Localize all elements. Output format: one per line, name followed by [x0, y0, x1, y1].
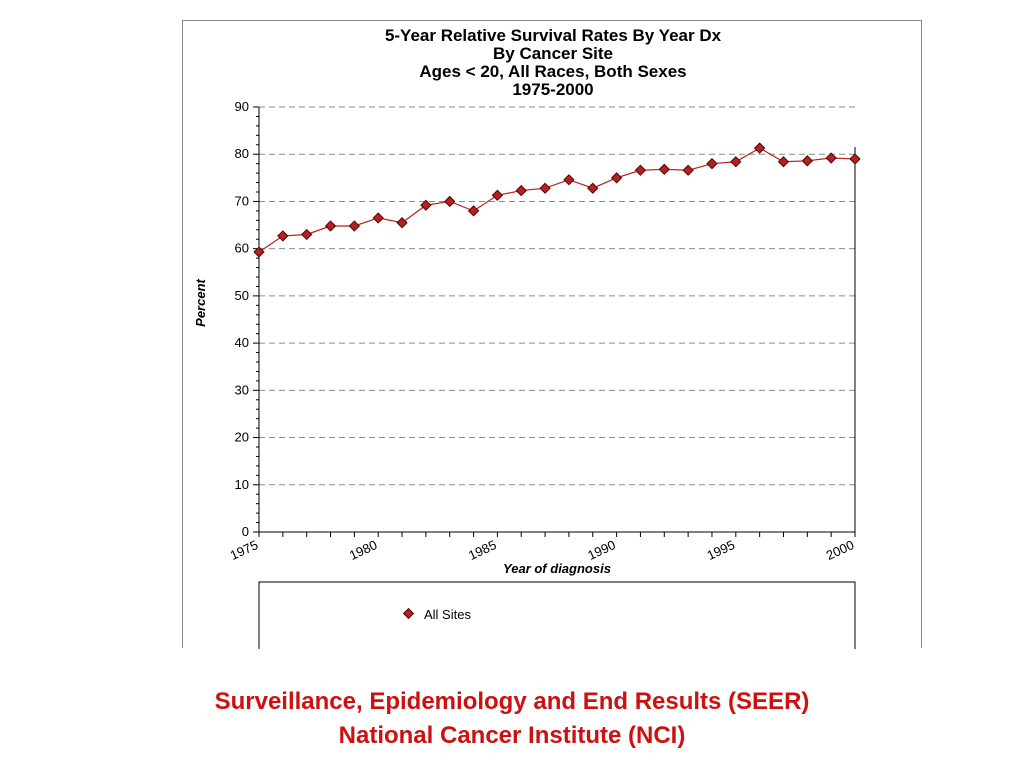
y-axis-title: Percent: [193, 278, 208, 326]
data-point-1983: [444, 195, 456, 208]
data-point-1986: [515, 184, 527, 197]
data-point-1997: [777, 156, 790, 168]
y-tick-label-40: 40: [235, 335, 249, 350]
data-point-1996: [753, 142, 766, 154]
legend-label-all-sites: All Sites: [424, 607, 471, 622]
y-tick-label-50: 50: [235, 288, 249, 303]
data-point-1980: [372, 212, 384, 224]
data-point-1987: [539, 182, 551, 194]
series-all-sites: [253, 142, 861, 258]
data-point-1984: [467, 205, 480, 217]
y-tick-label-60: 60: [235, 241, 249, 256]
legend: All Sites: [258, 581, 856, 649]
chart-title-line-4: 1975-2000: [512, 80, 593, 99]
data-point-2000: [849, 153, 861, 165]
y-tick-label-30: 30: [235, 382, 249, 397]
chart-title-line-2: By Cancer Site: [493, 44, 613, 63]
y-tick-label-20: 20: [235, 430, 249, 445]
data-point-1979: [348, 220, 361, 232]
y-tick-label-0: 0: [242, 524, 249, 539]
x-axis-title: Year of diagnosis: [503, 561, 611, 576]
y-tick-label-90: 90: [235, 99, 249, 114]
x-tick-label-1985: 1985: [466, 537, 499, 563]
y-tick-label-70: 70: [235, 193, 249, 208]
chart-frame: 5-Year Relative Survival Rates By Year D…: [182, 20, 922, 649]
data-point-1991: [634, 164, 647, 176]
footer-line-2: National Cancer Institute (NCI): [338, 722, 686, 749]
data-point-1976: [277, 230, 289, 242]
x-axis-ticks: 1975 1980 1985 1990 1995 2000: [228, 532, 857, 563]
footer-line-1: Surveillance, Epidemiology and End Resul…: [214, 688, 810, 715]
data-point-1999: [825, 152, 837, 164]
data-point-1995: [730, 156, 742, 168]
data-point-1982: [420, 199, 432, 211]
x-tick-label-1995: 1995: [705, 537, 738, 563]
y-axis-ticks: 0 10 20 30 40 50 60 70 80 90: [235, 99, 259, 539]
data-point-1989: [587, 182, 599, 194]
x-tick-label-1990: 1990: [585, 537, 618, 563]
chart-title-line-1: 5-Year Relative Survival Rates By Year D…: [385, 26, 722, 45]
footer-source: Surveillance, Epidemiology and End Resul…: [0, 685, 1024, 753]
data-point-1994: [706, 158, 718, 170]
x-tick-label-1975: 1975: [228, 537, 261, 563]
x-tick-label-2000: 2000: [824, 537, 857, 563]
gridlines: [259, 106, 855, 486]
data-point-1985: [491, 189, 504, 201]
data-point-1993: [682, 164, 694, 176]
series-line-all-sites: [258, 147, 856, 253]
data-point-1977: [301, 228, 313, 241]
legend-box: [258, 581, 856, 649]
data-point-1975: [253, 246, 265, 258]
data-point-1990: [610, 172, 623, 184]
data-point-1992: [658, 163, 670, 175]
chart-title-line-3: Ages < 20, All Races, Both Sexes: [419, 62, 686, 81]
x-tick-label-1980: 1980: [347, 537, 380, 563]
chart-title: 5-Year Relative Survival Rates By Year D…: [385, 26, 722, 99]
data-point-1998: [801, 155, 813, 167]
legend-marker: [402, 607, 415, 620]
data-point-1988: [563, 174, 575, 186]
y-tick-label-80: 80: [235, 146, 249, 161]
data-point-1978: [324, 220, 337, 232]
line-chart: 5-Year Relative Survival Rates By Year D…: [193, 26, 861, 649]
axes: [258, 107, 856, 533]
y-tick-label-10: 10: [235, 477, 249, 492]
data-point-1981: [396, 217, 408, 229]
